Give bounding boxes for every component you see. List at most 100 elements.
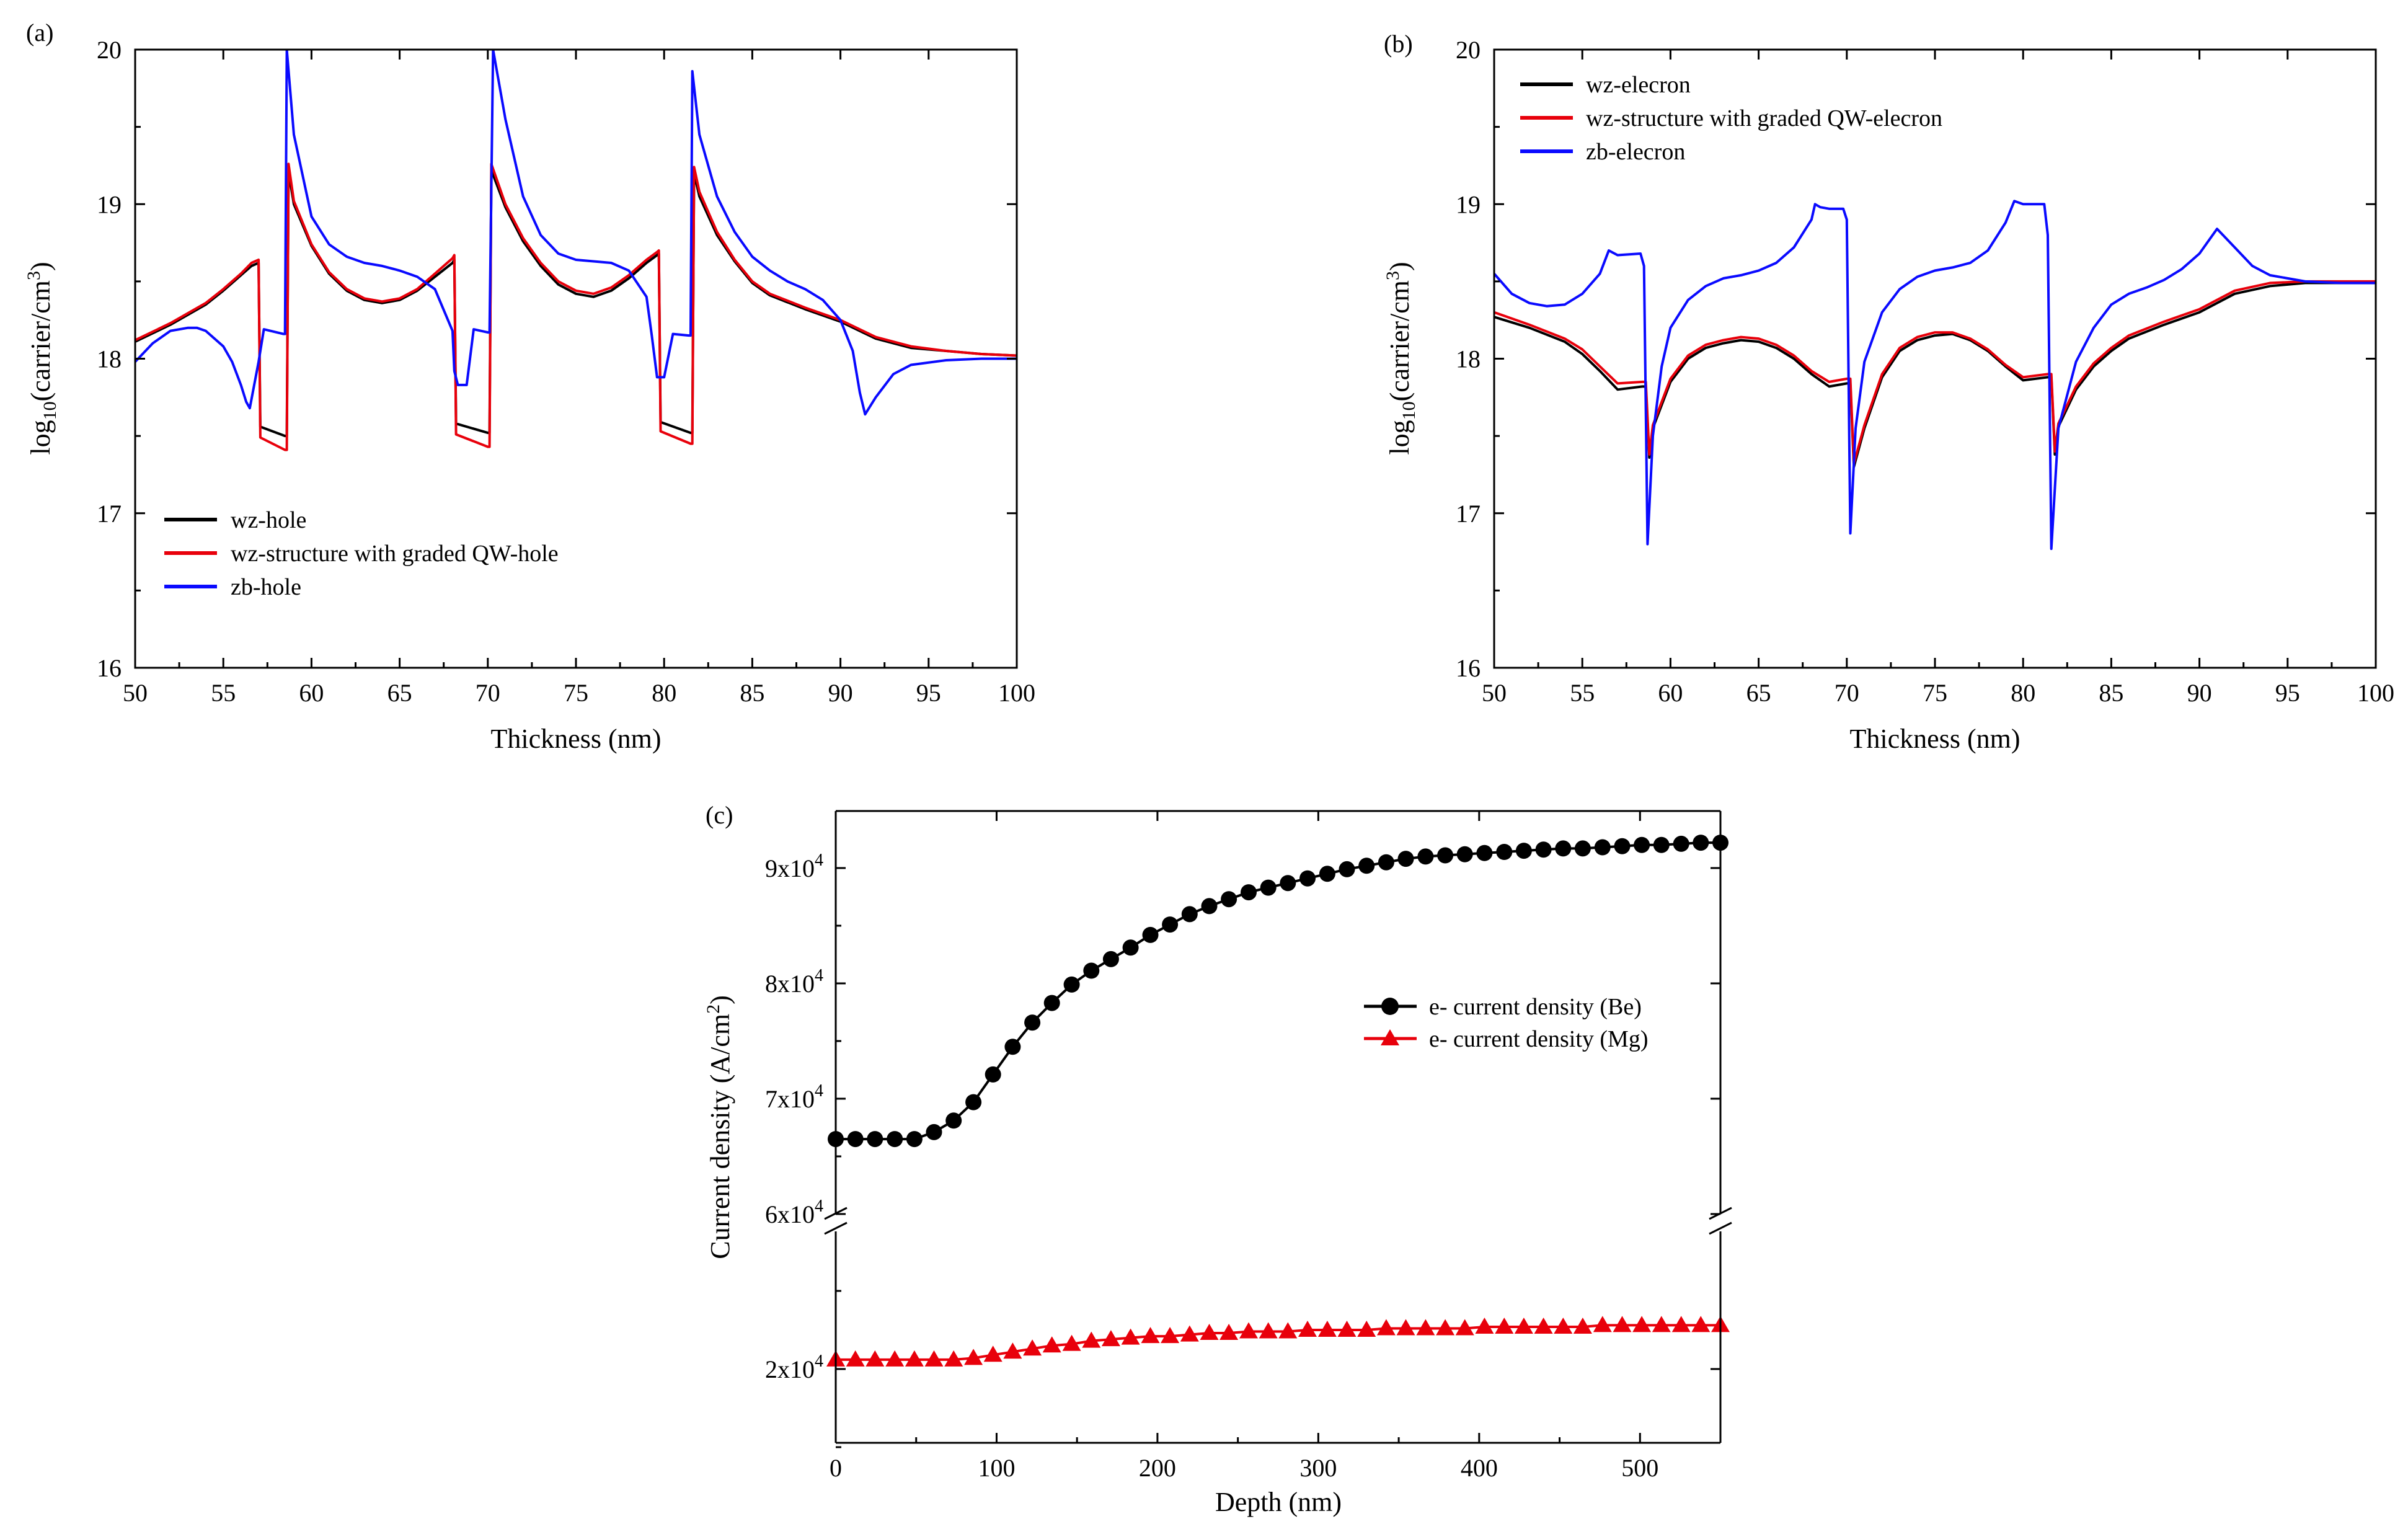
panel-a-y-tick-label: 20	[97, 36, 122, 64]
panel-c-y-title-end: )	[705, 995, 735, 1004]
panel-c-point-e-current-density-be	[1653, 836, 1670, 853]
panel-c-point-e-current-density-mg	[1613, 1316, 1632, 1332]
panel-b-x-tick-label: 90	[2187, 679, 2212, 707]
panel-c-point-e-current-density-mg	[1534, 1318, 1553, 1334]
panel-c-point-e-current-density-mg	[1042, 1336, 1061, 1353]
panel-c-point-e-current-density-be	[1241, 884, 1257, 901]
panel-c-point-e-current-density-be	[1260, 879, 1277, 896]
panel-c-y-title-base: Current density (A/cm	[705, 1014, 735, 1259]
panel-c-point-e-current-density-mg	[885, 1350, 905, 1367]
panel-c-point-e-current-density-mg	[1376, 1319, 1396, 1336]
panel-a-legend-zb-hole: zb-hole	[231, 574, 301, 600]
panel-c-legend-marker-mg	[1381, 1029, 1399, 1045]
panel-c-y-axis-title: Current density (A/cm2)	[703, 995, 735, 1259]
panel-c-point-e-current-density-be	[1280, 875, 1296, 892]
panel-c-point-e-current-density-be	[1496, 844, 1513, 860]
panel-c-point-e-current-density-mg	[1082, 1331, 1101, 1348]
panel-a-y-axis-title: log10(carrier/cm3)	[24, 262, 60, 454]
panel-c-point-e-current-density-be	[965, 1094, 982, 1110]
panel-c-point-e-current-density-mg	[1239, 1322, 1258, 1339]
panel-a-x-tick-label: 95	[916, 679, 941, 707]
panel-b-x-tick-label: 85	[2099, 679, 2123, 707]
panel-c-point-e-current-density-be	[1417, 848, 1434, 865]
panel-c-point-e-current-density-mg	[1101, 1330, 1120, 1347]
panel-c-y-tick-label: 6x104	[765, 1197, 823, 1228]
panel-b-plot-area	[1494, 200, 2376, 551]
panel-c-point-e-current-density-be	[1063, 976, 1080, 993]
panel-c-point-e-current-density-mg	[1121, 1328, 1140, 1345]
panel-a-y-tick-label: 17	[97, 500, 122, 528]
panel-b-y-tick-label: 19	[1456, 190, 1481, 218]
panel-c-point-e-current-density-mg	[1396, 1319, 1415, 1336]
panel-c-point-e-current-density-be	[1004, 1039, 1021, 1055]
panel-b-x-tick-label: 55	[1570, 679, 1595, 707]
panel-c-point-e-current-density-be	[1594, 839, 1611, 856]
panel-c-point-e-current-density-be	[1555, 840, 1572, 857]
panel-c-point-e-current-density-be	[1319, 866, 1335, 882]
panel-b-x-tick-label: 50	[1482, 679, 1507, 707]
panel-c-point-e-current-density-mg	[1652, 1316, 1671, 1332]
panel-b-y-title-end: )	[1384, 262, 1415, 271]
panel-c-point-e-current-density-be	[1378, 854, 1394, 871]
panel-c-x-tick-label: 200	[1139, 1454, 1176, 1482]
panel-a-y-title-end: )	[25, 262, 56, 271]
panel-c-point-e-current-density-be	[985, 1066, 1001, 1083]
panel-a-x-tick-label: 55	[211, 679, 236, 707]
panel-b-y-axis-title: log10(carrier/cm3)	[1383, 262, 1419, 454]
panel-c-point-e-current-density-mg	[983, 1345, 1003, 1362]
panel-c-point-e-current-density-mg	[1278, 1322, 1298, 1339]
panel-c-point-e-current-density-be	[1673, 835, 1689, 852]
panel-c-point-e-current-density-mg	[1003, 1342, 1022, 1359]
panel-c-x-tick-label: 500	[1621, 1454, 1658, 1482]
panel-c-label: (c)	[706, 801, 733, 829]
panel-c-legend: e- current density (Be) e- current densi…	[1364, 994, 1649, 1052]
panel-b-legend-wz-elecron: wz-elecron	[1586, 72, 1691, 98]
panel-c-point-e-current-density-mg	[1514, 1318, 1533, 1334]
panel-c-point-e-current-density-mg	[1671, 1316, 1691, 1332]
panel-a-x-axis-title: Thickness (nm)	[491, 724, 662, 754]
panel-b-series-zb-elecron	[1494, 200, 2376, 551]
panel-c-point-e-current-density-be	[1083, 962, 1100, 979]
panel-a-series-group	[135, 50, 1017, 451]
panel-c-point-e-current-density-mg	[846, 1350, 865, 1367]
panel-a-x-tick-label: 75	[564, 679, 588, 707]
panel-c-point-e-current-density-be	[1339, 861, 1355, 877]
panel-c-point-e-current-density-be	[1221, 891, 1237, 908]
panel-b-series-group	[1494, 200, 2376, 551]
panel-c-point-e-current-density-be	[906, 1131, 923, 1148]
panel-b-x-tick-label: 100	[2357, 679, 2394, 707]
panel-a-y-tick-label: 16	[97, 654, 122, 682]
panel-c-frame	[824, 810, 1732, 1444]
panel-a-x-tick-label: 100	[998, 679, 1035, 707]
panel-c-plot-area	[826, 835, 1730, 1367]
panel-b: (b) 50 55 60 65 70 75 80 85 90 95 100 16 17 18 19 20 Th…	[1383, 30, 2394, 754]
panel-a-y-title-sub: 10	[40, 401, 60, 420]
panel-c-point-e-current-density-mg	[1632, 1316, 1652, 1332]
panel-c-series-line-e-current-density-mg	[836, 1324, 1720, 1361]
panel-c-point-e-current-density-be	[1122, 939, 1139, 956]
panel-a-x-tick-label: 60	[299, 679, 324, 707]
panel-c-x-axis-title: Depth (nm)	[1215, 1487, 1342, 1517]
panel-c-point-e-current-density-mg	[1455, 1319, 1474, 1336]
panel-c-point-e-current-density-be	[1515, 843, 1532, 859]
panel-c-point-e-current-density-be	[926, 1123, 942, 1140]
panel-c-y-tick-label: 9x104	[765, 851, 823, 882]
panel-c-point-e-current-density-be	[1043, 995, 1060, 1011]
panel-b-x-tick-label: 95	[2275, 679, 2300, 707]
panel-c-legend-marker-be	[1381, 998, 1399, 1015]
panel-c-point-e-current-density-mg	[1593, 1316, 1612, 1332]
panel-c-x-tick-label: 0	[830, 1454, 842, 1482]
panel-c-point-e-current-density-mg	[1416, 1319, 1435, 1336]
panel-c-point-e-current-density-mg	[1357, 1321, 1376, 1337]
panel-a-y-title-mid: (carrier/cm	[25, 280, 56, 401]
panel-b-x-tick-label: 75	[1923, 679, 1947, 707]
panel-c-y-tick-label: 8x104	[765, 966, 823, 998]
panel-c-point-e-current-density-mg	[1298, 1321, 1317, 1337]
panel-c-point-e-current-density-be	[1201, 898, 1218, 915]
panel-a-y-tick-label: 18	[97, 345, 122, 373]
panel-b-legend: wz-elecron wz-structure with graded QW-e…	[1520, 72, 1942, 165]
panel-a-legend: wz-hole wz-structure with graded QW-hole…	[164, 507, 559, 600]
panel-a-x-tick-label: 90	[828, 679, 853, 707]
panel-c-point-e-current-density-be	[867, 1131, 883, 1148]
